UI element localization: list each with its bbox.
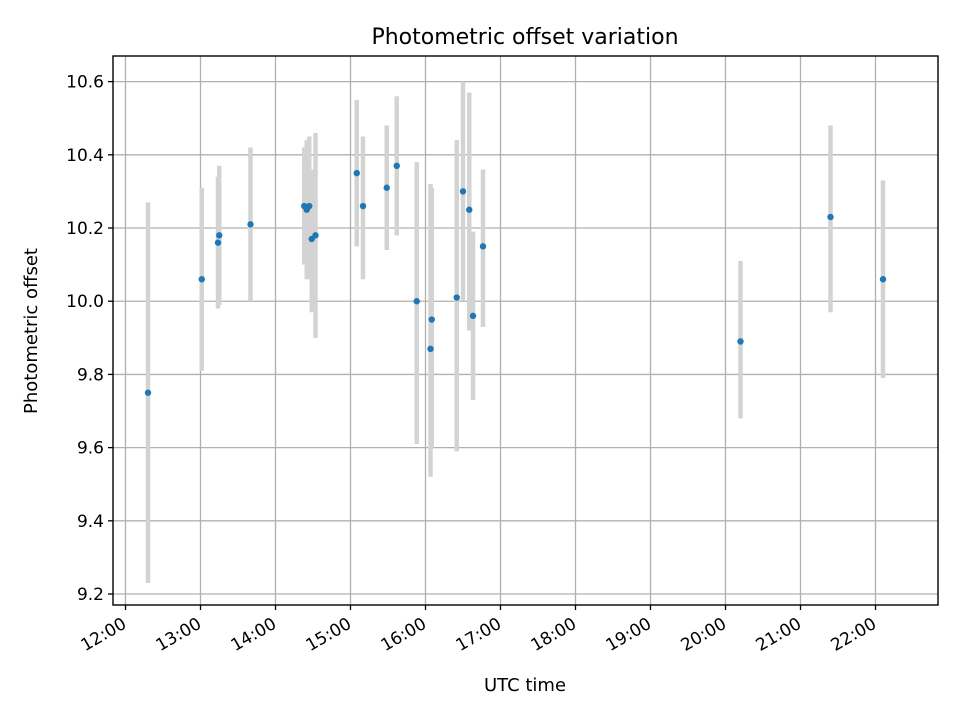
data-point — [479, 243, 487, 250]
data-point — [247, 221, 254, 228]
y-axis-ticks: 9.2 9.4 9.6 9.8 10.0 10.2 10.4 10.6 — [66, 73, 113, 605]
data-point — [459, 188, 467, 195]
data-point — [427, 345, 434, 352]
data-point — [306, 202, 313, 210]
y-tick-label: 10.0 — [66, 292, 104, 312]
y-tick-label: 9.2 — [77, 585, 104, 605]
y-tick-label: 10.4 — [66, 146, 104, 166]
data-point — [393, 162, 400, 169]
plot-frame — [112, 55, 939, 606]
data-point — [428, 316, 435, 323]
data-point — [453, 294, 460, 301]
data-point — [353, 169, 360, 177]
data-points — [144, 162, 887, 396]
y-axis-label: Photometric offset — [21, 248, 42, 414]
data-point — [737, 338, 744, 345]
data-point — [469, 312, 477, 320]
data-point — [466, 206, 473, 213]
data-point — [216, 232, 223, 239]
y-tick-label: 9.6 — [77, 439, 104, 459]
y-tick-label: 10.2 — [66, 219, 104, 239]
y-tick-label: 10.6 — [66, 73, 104, 93]
y-tick-label: 9.8 — [77, 365, 104, 385]
chart-title: Photometric offset variation — [371, 25, 678, 50]
data-point — [827, 213, 834, 221]
data-point — [879, 276, 887, 283]
data-point — [214, 239, 222, 246]
data-point — [312, 232, 319, 239]
y-tick-label: 9.4 — [77, 512, 104, 532]
data-point — [198, 276, 205, 283]
data-point — [144, 389, 152, 396]
x-axis-label: UTC time — [484, 675, 566, 696]
grid-lines — [113, 56, 938, 605]
data-point — [359, 202, 367, 210]
data-point — [383, 184, 390, 191]
data-point — [413, 298, 420, 305]
